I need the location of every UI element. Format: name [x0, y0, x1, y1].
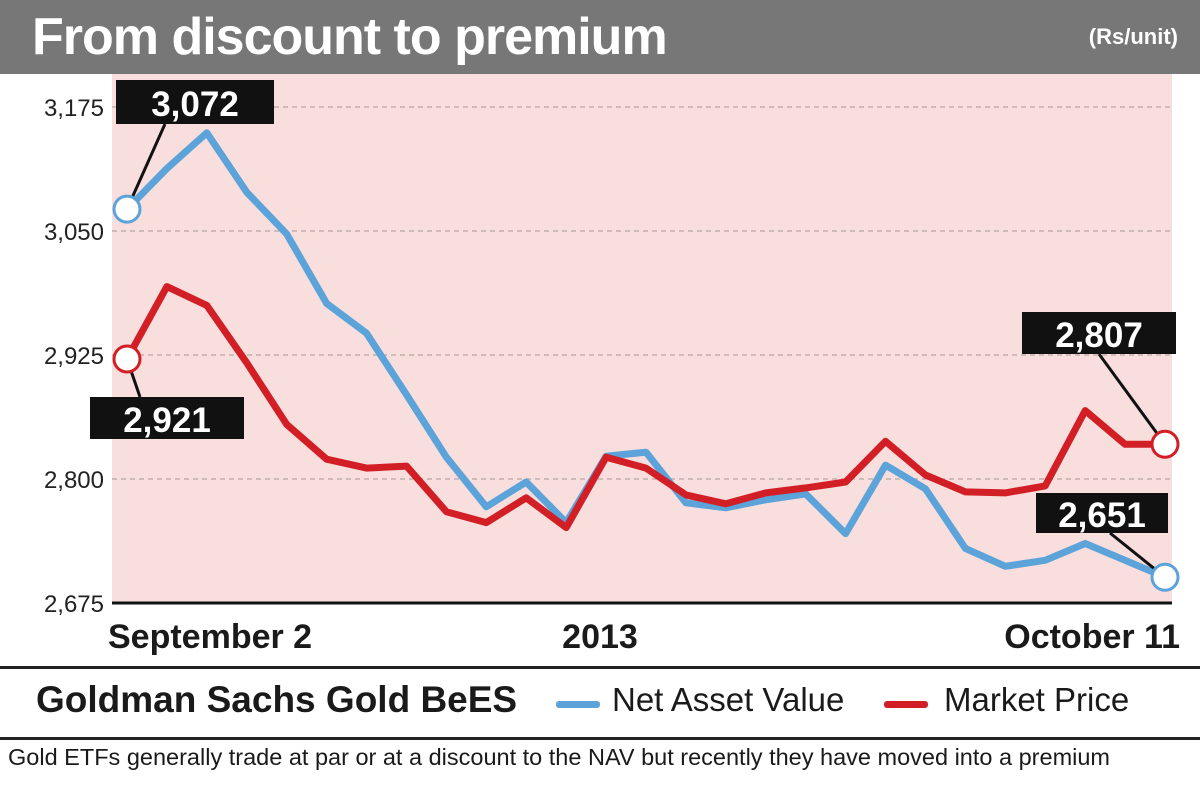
y-tick-label: 2,675 [44, 591, 104, 618]
price-legend-swatch [884, 701, 928, 708]
callout-box [90, 397, 244, 439]
callout-box [1022, 312, 1176, 354]
y-tick-label: 2,925 [44, 343, 104, 370]
nav-line [123, 129, 1169, 581]
callout-value: 2,651 [1058, 496, 1146, 535]
callout-box [1036, 493, 1168, 533]
x-axis-label: September 2 [108, 618, 312, 656]
legend-bar: Goldman Sachs Gold BeES Net Asset Value … [0, 666, 1200, 740]
x-axis-label: 2013 [562, 618, 638, 656]
callout-value: 2,921 [123, 401, 211, 440]
footnote: Gold ETFs generally trade at par or at a… [8, 744, 1111, 770]
chart-area: 3,175 3,050 2,925 2,800 2,675 September 2 2013… [0, 74, 1200, 664]
callout-leader [125, 123, 167, 210]
nav-legend-swatch [556, 701, 600, 708]
y-tick-label: 3,175 [44, 95, 104, 122]
callout-value: 3,072 [151, 85, 239, 124]
unit-label: (Rs/unit) [1088, 24, 1178, 49]
market-price-line [123, 283, 1169, 532]
price-end-marker [1150, 429, 1180, 459]
plot-background [112, 74, 1172, 603]
price-legend-label: Market Price [944, 681, 1130, 718]
price-start-marker [112, 344, 142, 374]
chart-title: From discount to premium [32, 8, 668, 66]
nav-end-marker [1150, 562, 1180, 592]
nav-legend-label: Net Asset Value [612, 681, 845, 718]
callout-value: 2,807 [1055, 316, 1143, 355]
x-axis-label: October 11 [1004, 618, 1180, 656]
header-bar: From discount to premium (Rs/unit) [0, 0, 1200, 74]
fund-name: Goldman Sachs Gold BeES [36, 679, 518, 720]
y-tick-label: 3,050 [44, 219, 104, 246]
callout-leader [1097, 353, 1167, 446]
callout-box [116, 80, 274, 124]
nav-start-marker [112, 194, 142, 224]
y-tick-label: 2,800 [44, 467, 104, 494]
